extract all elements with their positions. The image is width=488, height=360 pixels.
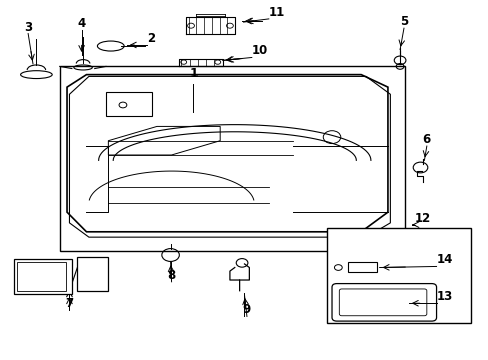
Text: 10: 10: [251, 45, 267, 58]
Text: 14: 14: [436, 253, 452, 266]
Text: 5: 5: [399, 15, 407, 28]
Text: 13: 13: [436, 290, 452, 303]
FancyBboxPatch shape: [326, 228, 469, 323]
FancyBboxPatch shape: [60, 66, 404, 251]
Text: 1: 1: [189, 67, 198, 80]
FancyBboxPatch shape: [339, 289, 426, 316]
Text: 6: 6: [422, 133, 430, 146]
FancyBboxPatch shape: [106, 93, 152, 116]
Text: 8: 8: [167, 269, 175, 282]
FancyBboxPatch shape: [77, 257, 108, 291]
Text: 12: 12: [414, 212, 430, 225]
Text: 9: 9: [243, 303, 250, 316]
Text: 3: 3: [24, 21, 32, 33]
FancyBboxPatch shape: [347, 262, 376, 272]
Text: 11: 11: [268, 6, 285, 19]
Text: 2: 2: [147, 32, 155, 45]
FancyBboxPatch shape: [17, 262, 65, 292]
FancyBboxPatch shape: [331, 284, 436, 321]
FancyBboxPatch shape: [14, 258, 72, 294]
Text: 4: 4: [77, 17, 85, 30]
Text: 7: 7: [65, 297, 73, 310]
